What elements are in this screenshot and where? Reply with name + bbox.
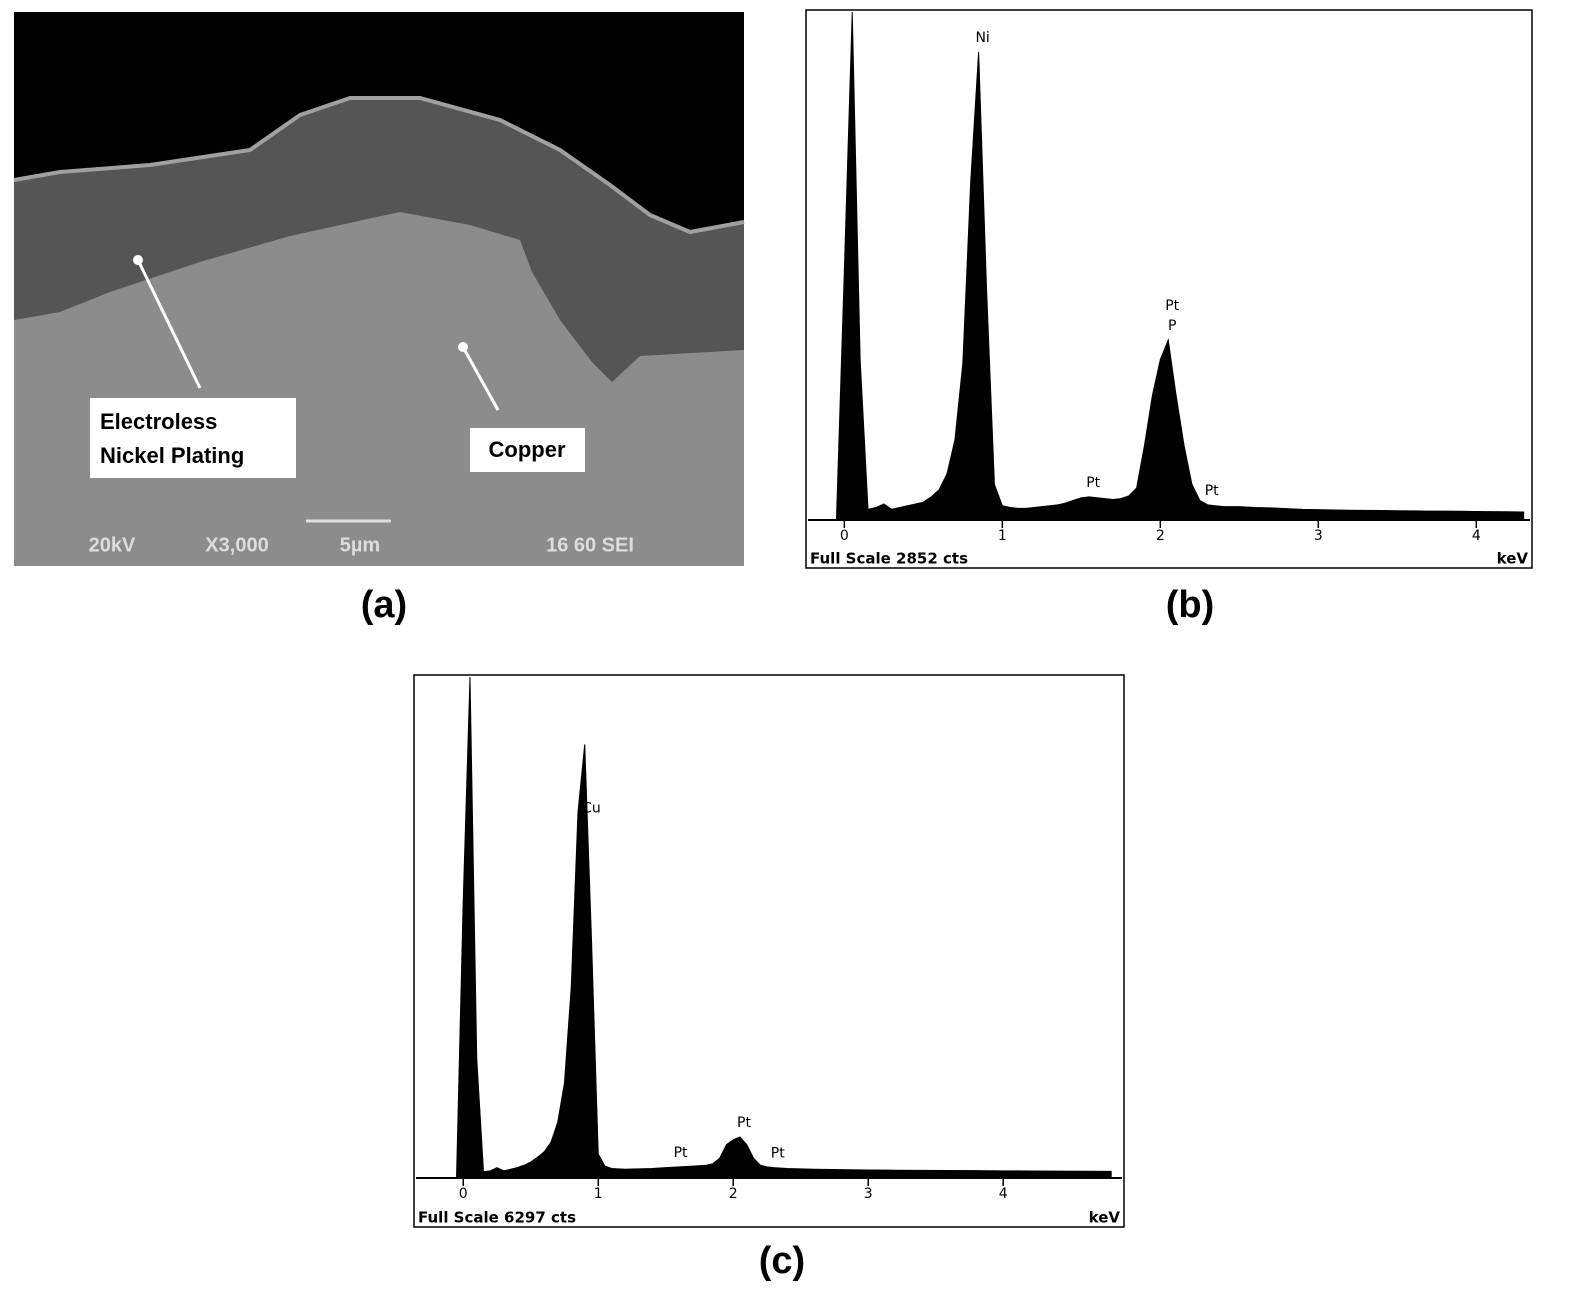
peak-label: Cu: [582, 800, 601, 816]
full-scale-label: Full Scale 6297 cts: [418, 1209, 576, 1227]
callout-line: [136, 259, 202, 389]
x-tick-label: 1: [998, 528, 1007, 544]
peak-label: P: [1168, 318, 1176, 334]
peak-label: Pt: [1205, 483, 1219, 499]
x-tick-label: 4: [999, 1186, 1008, 1202]
peak-label: Pt: [1165, 298, 1179, 314]
info-text: 20kV: [89, 534, 136, 556]
info-text: 16 60 SEI: [546, 534, 634, 556]
sem-image: Electroless Nickel Plating Copper 20kV X…: [13, 12, 745, 566]
peak-label: Pt: [674, 1145, 688, 1161]
x-tick-label: 2: [1156, 528, 1165, 544]
panel-label: (b): [1166, 584, 1215, 626]
x-tick-label: 2: [729, 1186, 738, 1202]
x-tick-label: 0: [459, 1186, 468, 1202]
plot-frame: [413, 674, 1125, 1228]
x-tick-label: 0: [840, 528, 849, 544]
x-tick-label: 1: [594, 1186, 603, 1202]
x-tick-label: 3: [864, 1186, 873, 1202]
full-scale-label: Full Scale 2852 cts: [810, 550, 968, 568]
x-tick-label: 3: [1314, 528, 1323, 544]
callout-label: Copper: [489, 437, 566, 462]
callout-label: Electroless: [100, 409, 217, 434]
panel-label: (a): [361, 584, 407, 626]
spectrum: [828, 12, 1525, 520]
peak-label: Pt: [771, 1146, 785, 1162]
callout-box: [470, 428, 585, 472]
callout-dot: [133, 255, 143, 265]
peak-label: Pt: [737, 1115, 751, 1131]
callout-line: [461, 346, 500, 411]
peak-label: Ni: [975, 30, 989, 46]
peak-label: Pt: [1086, 475, 1100, 491]
callout-box: [90, 398, 296, 478]
x-unit-label: keV: [1497, 550, 1529, 568]
x-unit-label: keV: [1089, 1209, 1121, 1227]
callout-dot: [458, 342, 468, 352]
spectrum: [449, 677, 1112, 1178]
callout-label: Nickel Plating: [100, 443, 244, 468]
surface-edge: [13, 96, 745, 235]
info-text: 5µm: [340, 534, 380, 556]
info-text: X3,000: [205, 534, 268, 556]
x-tick-label: 4: [1472, 528, 1481, 544]
panel-label: (c): [759, 1240, 805, 1282]
